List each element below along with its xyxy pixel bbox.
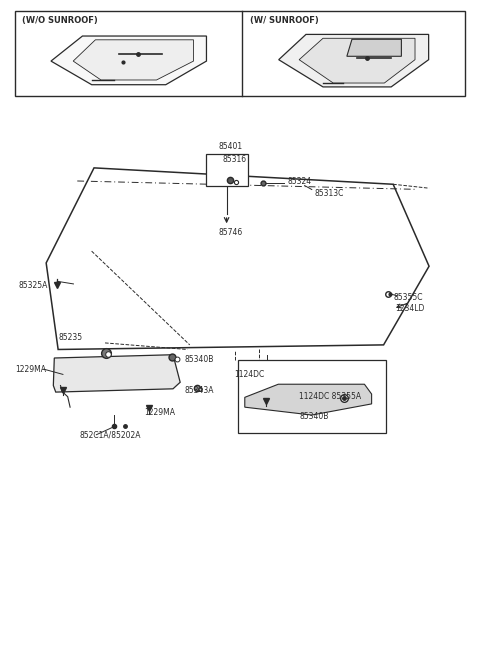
Text: 85401: 85401 bbox=[218, 142, 242, 150]
Text: 1124DC: 1124DC bbox=[234, 370, 264, 379]
Text: 85340B: 85340B bbox=[300, 412, 329, 421]
Polygon shape bbox=[46, 168, 429, 350]
Text: 85746: 85746 bbox=[218, 228, 243, 237]
Text: 1124DC 85355A: 1124DC 85355A bbox=[299, 392, 361, 401]
Polygon shape bbox=[53, 355, 180, 392]
Text: (W/ SUNROOF): (W/ SUNROOF) bbox=[250, 16, 318, 25]
Bar bbox=[238, 360, 386, 434]
Text: 85235: 85235 bbox=[58, 332, 82, 342]
Bar bbox=[15, 11, 465, 96]
Text: 85355C: 85355C bbox=[393, 292, 423, 302]
Text: 1234LD: 1234LD bbox=[396, 304, 425, 313]
Polygon shape bbox=[51, 36, 206, 85]
Polygon shape bbox=[73, 40, 193, 80]
Text: 85325A: 85325A bbox=[19, 281, 48, 290]
Polygon shape bbox=[245, 384, 372, 415]
Text: 85324: 85324 bbox=[288, 177, 312, 186]
Text: 852C1A/85202A: 852C1A/85202A bbox=[80, 430, 141, 440]
Text: 85340B: 85340B bbox=[185, 355, 215, 364]
Text: 1229MA: 1229MA bbox=[144, 408, 175, 417]
Text: 85313C: 85313C bbox=[314, 189, 344, 198]
Text: 85316: 85316 bbox=[222, 155, 246, 164]
Text: 85343A: 85343A bbox=[185, 386, 215, 395]
Text: 1229MA: 1229MA bbox=[15, 365, 46, 374]
Polygon shape bbox=[347, 39, 401, 57]
Text: (W/O SUNROOF): (W/O SUNROOF) bbox=[22, 16, 98, 25]
Polygon shape bbox=[279, 34, 429, 87]
Bar bbox=[205, 154, 248, 185]
Polygon shape bbox=[299, 38, 415, 83]
